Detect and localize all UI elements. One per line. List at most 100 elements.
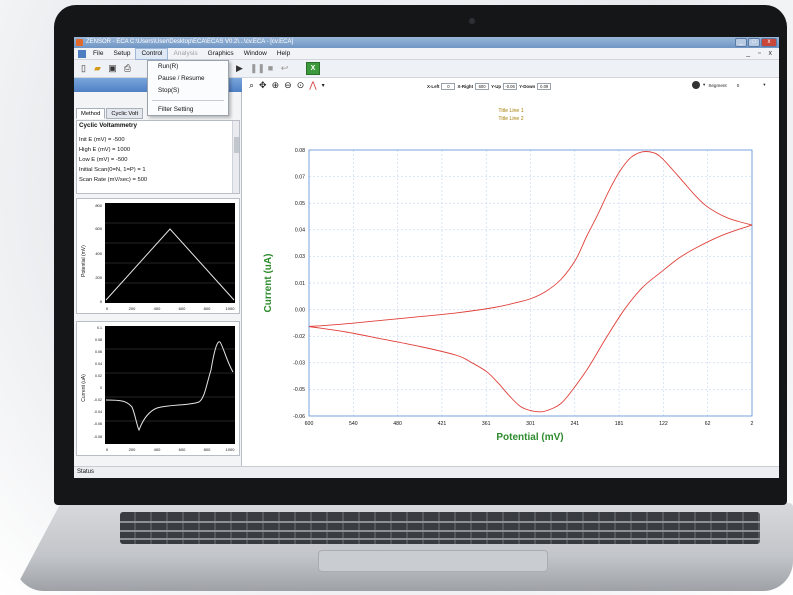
- current-xtick: 0: [106, 447, 109, 452]
- zoom-icon[interactable]: ⌕: [249, 80, 255, 90]
- pan-icon[interactable]: ✥: [259, 80, 267, 90]
- y-tick-label: -0.02: [293, 334, 305, 340]
- current-ytick: -0.04: [94, 410, 102, 414]
- x-tick-label: 122: [659, 421, 668, 427]
- status-bar: Status: [74, 466, 779, 478]
- current-ytick: 0: [100, 386, 102, 390]
- method-title: Cyclic Voltammetry: [79, 122, 137, 129]
- current-ytick: 0.1: [97, 326, 102, 330]
- peak-dropdown-icon[interactable]: ▾: [321, 83, 325, 89]
- x-left-input[interactable]: 0: [441, 83, 456, 90]
- save-icon[interactable]: ▣: [108, 63, 117, 73]
- segment-label: Segment: [708, 82, 727, 88]
- close-button[interactable]: x: [761, 38, 777, 47]
- tab-cyclic-volt[interactable]: Cyclic Volt: [106, 108, 144, 119]
- x-axis-label: Potential (mV): [496, 432, 563, 443]
- potential-ylabel: Potential (mV): [81, 245, 87, 277]
- y-up-input[interactable]: -0.06: [503, 83, 518, 90]
- left-tabs: Method Cyclic Volt: [76, 108, 144, 119]
- menu-window[interactable]: Window: [243, 49, 267, 57]
- y-tick-label: 0.00: [295, 307, 305, 313]
- y-down-input[interactable]: 0.09: [537, 83, 552, 90]
- camera-icon: [469, 18, 475, 24]
- maximize-button[interactable]: □: [748, 38, 760, 47]
- menu-bar: File Setup Control Analysis Graphics Win…: [74, 47, 779, 60]
- window-titlebar: ZENSOR - ECA C:\Users\User\Desktop\ECA\E…: [74, 37, 779, 48]
- x-tick-label: 241: [570, 421, 579, 427]
- excel-export-icon[interactable]: X: [306, 62, 320, 75]
- new-file-icon[interactable]: ▯: [81, 63, 86, 73]
- segment-select-icon[interactable]: ▾: [763, 82, 766, 87]
- potential-xtick: 600: [179, 306, 186, 311]
- menu-file[interactable]: File: [93, 49, 104, 57]
- document-icon: [78, 49, 86, 58]
- scrollbar-thumb[interactable]: [234, 137, 239, 153]
- y-tick-label: 0.03: [295, 254, 305, 260]
- y-axis-label: Current (uA): [263, 254, 274, 313]
- main-toolbar: ▯ ▰ ▣ ⎙ ▶ ❚❚ ■ ↩ X: [74, 60, 779, 78]
- print-icon[interactable]: ⎙: [123, 63, 132, 73]
- chart-grid: [308, 149, 753, 417]
- menu-pause-resume[interactable]: Pause / Resume: [158, 75, 205, 82]
- current-xtick: 200: [129, 447, 136, 452]
- current-ytick: -0.06: [94, 422, 102, 426]
- segment-dropdown-icon[interactable]: ▾: [703, 82, 706, 87]
- current-xtick: 800: [204, 447, 211, 452]
- y-tick-label: -0.06: [293, 414, 305, 420]
- pause-icon[interactable]: ❚❚: [250, 63, 266, 73]
- menu-help[interactable]: Help: [276, 49, 291, 57]
- stop-icon[interactable]: ■: [267, 63, 274, 73]
- current-xtick: 1000: [226, 447, 236, 452]
- zoom-out-icon[interactable]: ⊖: [284, 80, 292, 90]
- y-down-label: Y-Down: [519, 84, 536, 89]
- mdi-controls[interactable]: _ ▫ x: [746, 50, 775, 57]
- potential-xtick: 400: [154, 306, 161, 311]
- current-waveform: [105, 341, 234, 432]
- zoom-in-icon[interactable]: ⊕: [271, 80, 280, 90]
- menu-graphics[interactable]: Graphics: [207, 49, 234, 57]
- play-icon[interactable]: ▶: [236, 63, 243, 73]
- control-dropdown: Run(R) Pause / Resume Stop(S) Filter Set…: [147, 60, 229, 116]
- menu-run[interactable]: Run(R): [158, 63, 179, 70]
- trackpad: [318, 550, 548, 572]
- segment-control: ▾ Segment 0 ▾: [692, 81, 766, 89]
- cv-chart: 0.08 0.07 0.05 0.04 0.03 0.01 0.00 -0.02 -0.03 -0…: [263, 148, 754, 443]
- potential-ytick: 800: [95, 203, 102, 208]
- segment-value[interactable]: 0: [736, 82, 740, 88]
- potential-xtick: 200: [129, 306, 136, 311]
- params-scrollbar[interactable]: [232, 121, 239, 193]
- open-folder-icon[interactable]: ▰: [94, 63, 101, 73]
- zoom-fit-icon[interactable]: ⊙: [296, 80, 305, 90]
- current-plot-bg: [105, 326, 235, 444]
- minimize-button[interactable]: _: [735, 38, 747, 47]
- menu-analysis[interactable]: Analysis: [173, 49, 198, 57]
- menu-stop[interactable]: Stop(S): [158, 87, 180, 94]
- param-line: Initial Scan(0=N, 1=P) = 1: [79, 167, 146, 173]
- y-tick-label: 0.04: [295, 228, 305, 234]
- left-panel: Method Cyclic Volt Cyclic Voltammetry In…: [74, 78, 242, 466]
- plot-frame: [308, 149, 753, 417]
- menu-setup[interactable]: Setup: [113, 49, 131, 57]
- potential-ytick: 600: [95, 226, 102, 231]
- param-line: Init E (mV) = -500: [79, 137, 125, 143]
- x-right-label: X-Right: [457, 84, 474, 89]
- y-tick-label: 0.01: [295, 281, 305, 287]
- menu-filter-setting[interactable]: Filter Setting: [158, 106, 194, 113]
- cv-forward-scan: [308, 151, 753, 327]
- current-ytick: 0.04: [95, 362, 102, 366]
- current-xtick: 600: [179, 447, 186, 452]
- y-tick-label: -0.05: [293, 387, 305, 393]
- param-line: Low E (mV) = -500: [79, 157, 128, 163]
- menu-control[interactable]: Control: [135, 47, 169, 60]
- x-right-input[interactable]: 600: [475, 83, 490, 90]
- potential-ytick: 200: [95, 275, 102, 280]
- param-line: High E (mV) = 1000: [79, 147, 131, 153]
- current-ytick: 0.08: [95, 338, 102, 342]
- segment-icon[interactable]: [692, 81, 700, 89]
- x-tick-label: 600: [305, 421, 314, 427]
- peak-icon[interactable]: ⋀: [309, 80, 317, 90]
- cv-curve: [308, 151, 753, 413]
- tab-method[interactable]: Method: [76, 108, 106, 119]
- return-icon[interactable]: ↩: [280, 63, 289, 73]
- y-tick-label: 0.05: [295, 201, 305, 207]
